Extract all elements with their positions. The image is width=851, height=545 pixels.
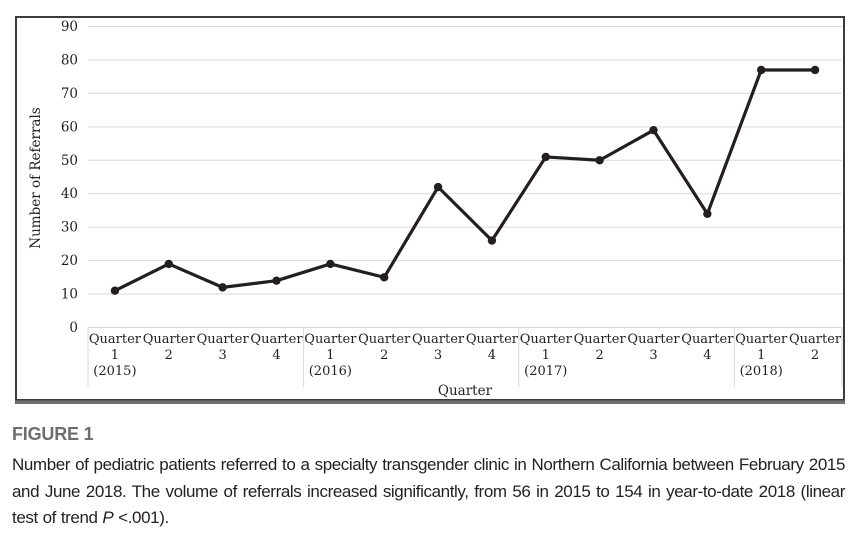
data-point	[595, 156, 604, 165]
x-tick-label: Quarter	[143, 332, 196, 347]
x-tick-year: (2017)	[524, 364, 567, 379]
x-tick-number: 3	[434, 348, 442, 363]
x-tick-label: Quarter	[735, 332, 788, 347]
y-tick-label: 20	[61, 253, 78, 269]
x-tick-number: 1	[757, 348, 765, 363]
x-tick-label: Quarter	[304, 332, 357, 347]
data-point	[433, 182, 443, 192]
x-tick-number: 4	[272, 348, 280, 363]
caption-part2: <.001).	[113, 508, 169, 527]
data-point	[810, 65, 820, 75]
y-tick-label: 90	[61, 19, 78, 35]
data-point	[380, 273, 389, 282]
x-tick-label: Quarter	[250, 332, 303, 347]
y-tick-label: 10	[61, 287, 78, 303]
x-tick-label: Quarter	[789, 332, 842, 347]
x-tick-label: Quarter	[89, 332, 142, 347]
x-tick-year: (2016)	[309, 364, 352, 379]
data-point	[164, 259, 173, 269]
data-point	[326, 259, 335, 269]
data-point	[703, 209, 712, 218]
x-tick-number: 2	[380, 348, 388, 363]
x-tick-number: 4	[488, 348, 496, 363]
x-tick-year: (2015)	[93, 364, 136, 379]
data-line	[113, 68, 817, 293]
x-tick-label: Quarter	[358, 332, 411, 347]
y-tick-label: 0	[69, 320, 78, 336]
x-tick-label: Quarter	[574, 332, 627, 347]
x-tick-label: Quarter	[466, 332, 519, 347]
y-tick-label: 60	[61, 119, 78, 135]
y-tick-label: 70	[61, 86, 78, 102]
x-tick-number: 1	[542, 348, 550, 363]
data-point	[649, 125, 658, 135]
x-tick-label: Quarter	[412, 332, 465, 347]
plot-border	[15, 16, 845, 401]
x-tick-number: 1	[326, 348, 334, 363]
y-tick-label: 40	[61, 186, 78, 202]
figure-caption-text: Number of pediatric patients referred to…	[12, 452, 845, 532]
figure-caption-block: FIGURE 1 Number of pediatric patients re…	[12, 424, 845, 532]
caption-italic-p: P	[102, 508, 114, 527]
x-axis-title: Quarter	[438, 383, 493, 399]
x-tick-number: 3	[649, 348, 657, 363]
x-tick-label: Quarter	[197, 332, 250, 347]
x-tick-label: Quarter	[520, 332, 573, 347]
x-tick-label: Quarter	[627, 332, 680, 347]
data-point	[272, 276, 281, 285]
x-tick-number: 3	[219, 348, 227, 363]
y-tick-label: 30	[61, 220, 78, 236]
x-tick-number: 1	[111, 348, 119, 363]
caption-part1: Number of pediatric patients referred to…	[12, 455, 845, 527]
y-axis-title: Number of Referrals	[28, 107, 44, 249]
chart-figure: 0 10 20 30 40 50 60 70 80 90 Quarter 1 (2015) Quarter…	[15, 16, 845, 404]
data-point	[757, 65, 766, 75]
x-tick-label: Quarter	[681, 332, 734, 347]
data-point	[541, 152, 550, 162]
x-tick-number: 2	[811, 348, 819, 363]
figure-label: FIGURE 1	[12, 424, 94, 444]
y-tick-label: 80	[61, 52, 78, 68]
data-point	[218, 283, 227, 292]
line-chart: 0102030405060708090Quarter1(2015)Quarter…	[15, 16, 845, 404]
y-tick-label: 50	[61, 153, 78, 169]
x-tick-number: 2	[165, 348, 173, 363]
x-tick-number: 4	[703, 348, 711, 363]
x-tick-year: (2018)	[740, 364, 783, 379]
x-tick-number: 2	[596, 348, 604, 363]
data-point	[110, 286, 120, 295]
data-point	[487, 236, 497, 245]
